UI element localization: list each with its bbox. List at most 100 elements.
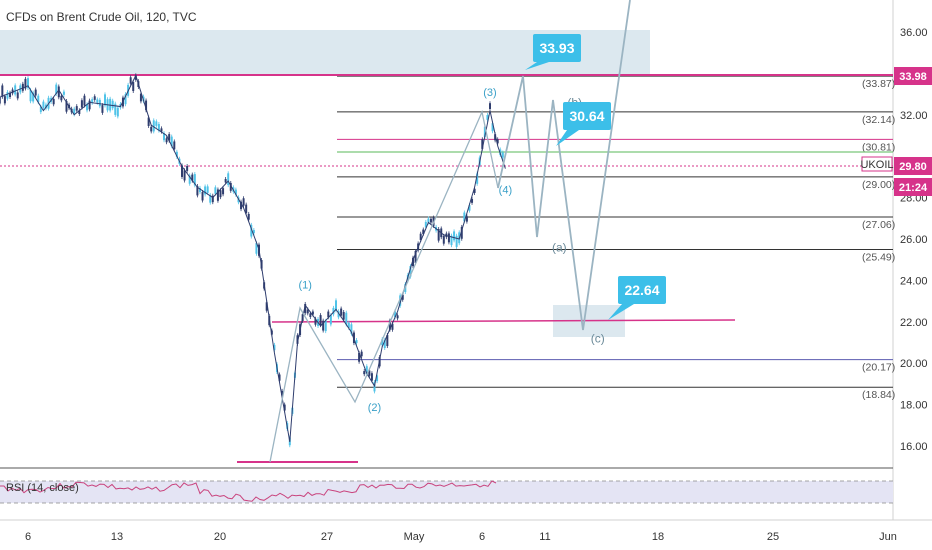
candle-body (355, 339, 358, 344)
price-tag (894, 157, 932, 175)
candle-body (424, 221, 427, 228)
candle-body (370, 373, 373, 381)
x-tick-label: Jun (879, 531, 897, 543)
candle-body (322, 320, 325, 331)
fib-levels: (33.87) (32.14) (30.81) (29.00) (27.06) (25.4… (337, 75, 895, 401)
candle-body (240, 201, 243, 210)
callout-pointer (556, 130, 579, 146)
candle-body (3, 96, 6, 104)
candle-body (145, 100, 148, 111)
candle-body (360, 351, 363, 357)
fib-level-label: (29.00) (862, 179, 895, 191)
candle-body (419, 233, 422, 240)
candle-body (401, 294, 404, 300)
candle-body (252, 230, 255, 234)
candle-body (335, 300, 337, 311)
candle-body (306, 309, 309, 314)
candle-body (483, 126, 486, 137)
candle-body (337, 311, 340, 318)
candle-body (155, 121, 158, 126)
price-tag (894, 178, 932, 196)
price-tag-label: 21:24 (899, 182, 928, 194)
candle-body (486, 115, 489, 120)
price-tag-label: 33.98 (899, 71, 927, 83)
candle-body (191, 174, 194, 181)
support-line[interactable] (271, 319, 736, 323)
candle-body (62, 91, 65, 95)
candle-body (157, 124, 160, 131)
candle-body (211, 195, 214, 203)
fib-level-label: (25.49) (862, 252, 895, 264)
candle-body (442, 235, 445, 244)
candle-body (229, 182, 232, 191)
candle-body (368, 370, 371, 376)
candle-body (173, 141, 176, 150)
candle-body (27, 78, 29, 89)
candle-body (198, 187, 201, 193)
price-candles (0, 73, 504, 448)
candle-body (96, 99, 99, 103)
callout-box[interactable] (563, 102, 611, 130)
x-tick-label: 25 (767, 531, 779, 543)
candle-body (124, 94, 127, 105)
wave-label: (a) (552, 240, 567, 254)
candle-body (114, 103, 117, 115)
candle-body (463, 212, 466, 222)
candle-body (501, 152, 504, 158)
time-axis: 6 13 20 27 May 6 11 18 25 Jun (25, 531, 897, 543)
fib-level-label: (30.81) (862, 141, 895, 153)
price-tags: 33.98 29.80 UKOIL 21:24 (860, 67, 932, 196)
rsi-label: RSI (14, close) (6, 482, 79, 494)
candle-body (209, 194, 212, 203)
candle-body (42, 101, 45, 108)
candle-body (222, 188, 225, 195)
callout-value: 33.93 (539, 40, 574, 56)
fib-level-label: (18.84) (862, 389, 895, 401)
price-axis: 36.0032.0028.0026.0024.0022.0020.0018.00… (900, 27, 928, 453)
candle-body (132, 82, 135, 91)
candle-body (57, 86, 60, 98)
candle-body (0, 97, 1, 104)
candle-body (98, 99, 101, 107)
candle-body (1, 85, 4, 97)
candle-body (327, 311, 330, 318)
candle-body (86, 104, 89, 111)
candle-body (165, 138, 168, 143)
candle-body (414, 250, 417, 263)
impulse-wave-lines (269, 109, 499, 463)
callout-box[interactable] (533, 34, 581, 62)
candle-body (75, 106, 78, 111)
callout-box[interactable] (618, 276, 666, 304)
candle-body (34, 89, 37, 96)
candle-body (358, 352, 361, 362)
candle-body (168, 134, 171, 141)
fib-level-label: (20.17) (862, 362, 895, 374)
candle-body (342, 312, 345, 320)
candle-body (186, 166, 189, 171)
candle-body (147, 117, 150, 126)
candle-body (234, 189, 237, 195)
x-tick-label: 18 (652, 531, 664, 543)
candle-body (129, 77, 132, 84)
candle-body (350, 324, 353, 334)
candle-body (345, 312, 348, 325)
y-tick-label: 26.00 (900, 234, 928, 246)
candle-body (437, 229, 440, 241)
y-tick-label: 24.00 (900, 275, 928, 287)
candle-body (265, 302, 268, 311)
candle-body (347, 322, 350, 328)
candle-body (273, 344, 276, 351)
candle-body (481, 139, 484, 149)
candle-body (412, 257, 414, 267)
candle-body (65, 101, 68, 112)
candle-body (73, 108, 76, 115)
candle-body (453, 231, 456, 241)
x-tick-label: May (404, 531, 425, 543)
candle-body (91, 99, 94, 103)
candle-body (363, 371, 366, 375)
candle-body (242, 198, 245, 206)
candle-body (39, 106, 42, 113)
candle-body (340, 308, 343, 316)
candle-body (281, 390, 284, 396)
